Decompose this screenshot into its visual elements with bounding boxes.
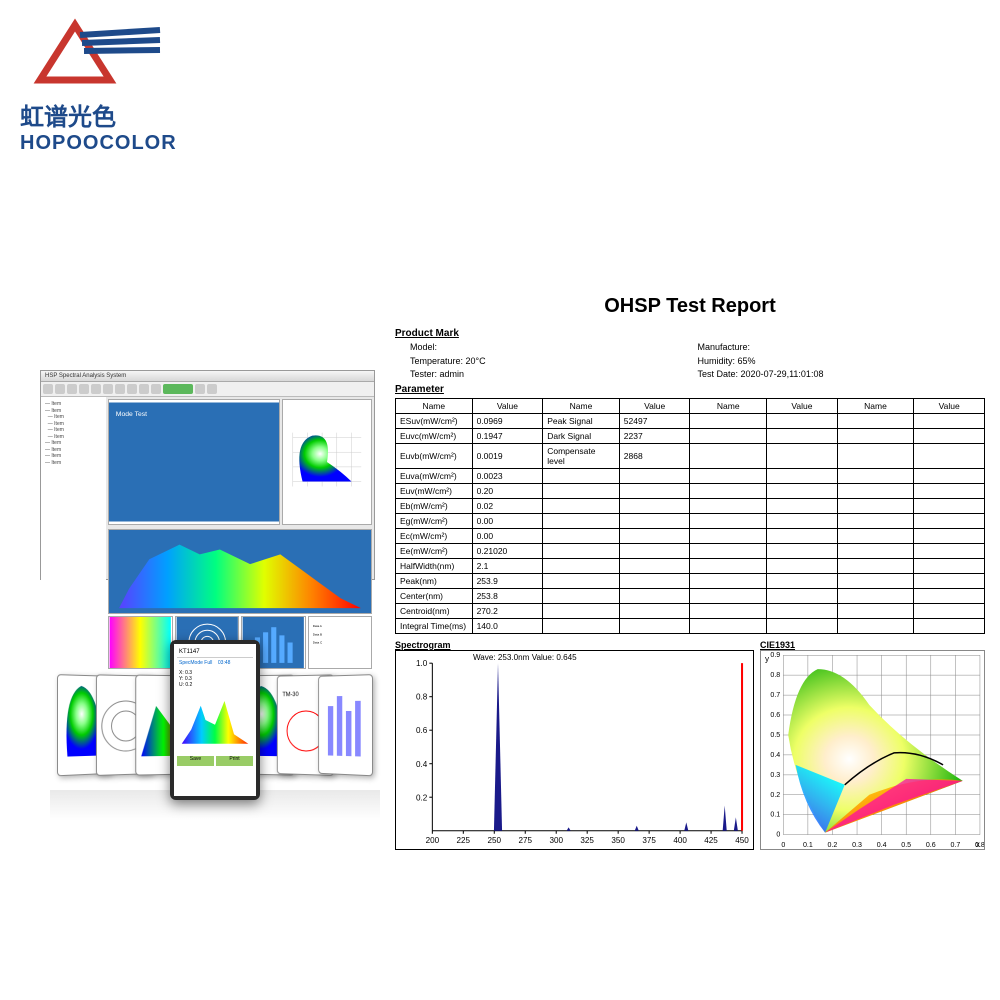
product-mark-heading: Product Mark xyxy=(395,328,985,339)
svg-text:y: y xyxy=(765,654,770,663)
svg-text:200: 200 xyxy=(426,835,440,844)
svg-text:400: 400 xyxy=(673,835,687,844)
svg-text:0.8: 0.8 xyxy=(770,671,780,679)
svg-text:0.3: 0.3 xyxy=(852,840,862,848)
cie-title: CIE1931 xyxy=(760,640,985,650)
svg-text:225: 225 xyxy=(457,835,471,844)
svg-text:1.0: 1.0 xyxy=(416,659,428,668)
svg-text:0.9: 0.9 xyxy=(770,651,780,659)
svg-text:0: 0 xyxy=(776,830,780,838)
window-titlebar: HSP Spectral Analysis System xyxy=(41,371,374,382)
svg-text:350: 350 xyxy=(611,835,625,844)
svg-text:0.7: 0.7 xyxy=(770,691,780,699)
logo-mark xyxy=(20,10,170,90)
svg-text:375: 375 xyxy=(642,835,656,844)
handheld-device: KT1147 SpecMode Full 03:48 X: 0.3Y: 0.3U… xyxy=(170,640,260,800)
svg-text:0.1: 0.1 xyxy=(803,840,813,848)
logo-chinese: 虹谱光色 xyxy=(20,97,190,132)
desktop-software-screenshot: HSP Spectral Analysis System — Item— Ite… xyxy=(40,370,375,580)
svg-text:425: 425 xyxy=(704,835,718,844)
svg-text:0.5: 0.5 xyxy=(901,840,911,848)
svg-text:Mode Test: Mode Test xyxy=(116,411,147,418)
svg-text:x: x xyxy=(976,839,980,848)
svg-text:0: 0 xyxy=(781,840,785,848)
window-toolbar xyxy=(41,382,374,397)
svg-text:TM-30: TM-30 xyxy=(282,692,298,698)
svg-text:0.6: 0.6 xyxy=(770,711,780,719)
parameter-heading: Parameter xyxy=(395,384,985,395)
svg-text:0.8: 0.8 xyxy=(416,692,428,701)
logo-english: HOPOOCOLOR xyxy=(20,132,190,155)
device-cluster: TM-30 KT1147 SpecMode Full 03:48 X: 0.3Y… xyxy=(50,630,380,800)
spectrogram-title: Spectrogram xyxy=(395,640,754,650)
svg-text:0.7: 0.7 xyxy=(950,840,960,848)
data-panel: Mode Test xyxy=(108,399,280,525)
svg-text:275: 275 xyxy=(518,835,532,844)
svg-text:450: 450 xyxy=(735,835,749,844)
brand-logo: 虹谱光色 HOPOOCOLOR xyxy=(20,10,190,155)
svg-text:Data A: Data A xyxy=(312,624,322,628)
spectrogram-chart: Wave: 253.0nm Value: 0.645 0.2 0.4 0.6 0.8 1.… xyxy=(395,650,754,850)
svg-text:0.6: 0.6 xyxy=(926,840,936,848)
svg-text:0.4: 0.4 xyxy=(416,759,428,768)
spectrum-panel xyxy=(108,529,372,614)
svg-text:Wave: 253.0nm Value: 0.645: Wave: 253.0nm Value: 0.645 xyxy=(473,653,577,662)
svg-text:0.6: 0.6 xyxy=(416,726,428,735)
svg-text:0.4: 0.4 xyxy=(877,840,887,848)
svg-text:0.1: 0.1 xyxy=(770,810,780,818)
svg-text:0.3: 0.3 xyxy=(770,770,780,778)
svg-text:0.2: 0.2 xyxy=(828,840,838,848)
svg-text:0.5: 0.5 xyxy=(770,730,780,738)
cie-mini-panel xyxy=(282,399,372,525)
svg-text:0.2: 0.2 xyxy=(770,790,780,798)
svg-text:325: 325 xyxy=(580,835,594,844)
cie1931-chart: 0 0.1 0.2 0.3 0.4 0.5 0.6 0.7 0.8 0 0.1 0.2 0.3 0.4 0.… xyxy=(760,650,985,850)
report-title: OHSP Test Report xyxy=(395,295,985,318)
parameter-table: NameValueNameValueNameValueNameValue ESu… xyxy=(395,398,985,634)
svg-text:300: 300 xyxy=(549,835,563,844)
svg-text:0.4: 0.4 xyxy=(770,750,780,758)
svg-text:0.2: 0.2 xyxy=(416,793,428,802)
svg-text:250: 250 xyxy=(488,835,502,844)
test-report: OHSP Test Report Product Mark Model: Man… xyxy=(395,290,985,910)
